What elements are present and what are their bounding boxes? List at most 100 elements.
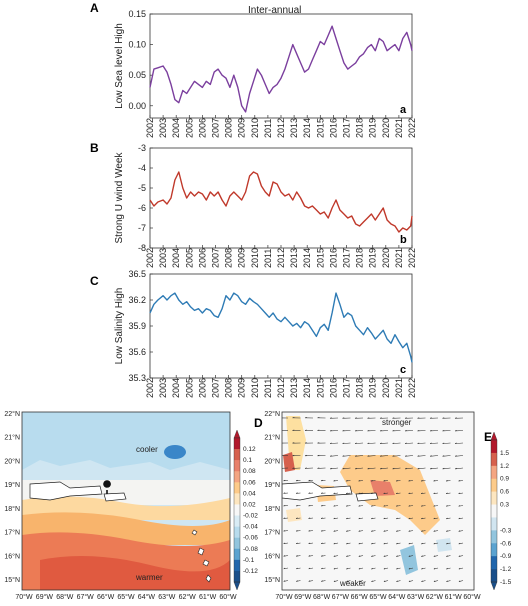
wind-vector-head — [296, 580, 298, 582]
y-tick-label: 36.2 — [128, 295, 146, 305]
wind-vector-head — [383, 492, 386, 494]
lon-label: 61°W — [199, 593, 217, 601]
wind-vector-head — [421, 580, 423, 582]
y-tick-label: 35.9 — [128, 321, 146, 331]
wind-vector — [367, 455, 376, 457]
wind-vector — [430, 455, 439, 457]
wind-vector-head — [295, 479, 298, 482]
colorbar-label: 1.5 — [500, 450, 509, 457]
wind-vector-head — [283, 580, 286, 582]
wind-vector-head — [417, 442, 420, 444]
x-tick-label: 2012 — [276, 248, 286, 268]
wind-vector-head — [367, 442, 370, 444]
colorbar-swatch — [234, 526, 240, 538]
wind-vector-head — [358, 530, 361, 532]
wind-vector-head — [442, 442, 445, 444]
wind-vector-head — [317, 429, 320, 431]
wind-vector-head — [458, 492, 461, 494]
wind-vector-head — [383, 530, 386, 532]
wind-vector — [380, 467, 389, 470]
wind-vector-head — [358, 492, 361, 494]
lat-label: 15°N — [264, 576, 280, 584]
x-tick-label: 2017 — [342, 248, 352, 268]
wind-vector — [367, 442, 376, 444]
panel-letter-d: D — [254, 416, 263, 430]
wind-vector-head — [317, 454, 320, 457]
wind-vector-head — [458, 555, 461, 557]
series-line-b — [149, 171, 413, 233]
wind-vector-head — [458, 542, 461, 545]
y-tick-label: -4 — [138, 163, 146, 173]
wind-vector-head — [408, 567, 411, 570]
colorbar-label: 0.08 — [243, 468, 256, 475]
colorbar-bottom-arrow — [233, 581, 241, 591]
colorbar-swatch — [491, 504, 497, 518]
wind-vector-head — [342, 430, 345, 432]
wind-vector-head — [458, 505, 461, 507]
x-tick-label: 2004 — [171, 378, 181, 398]
x-tick-label: 2011 — [263, 249, 273, 268]
y-tick-label: -6 — [138, 203, 146, 213]
wind-vector-head — [404, 442, 407, 444]
colorbar-label: -0.04 — [243, 524, 258, 531]
wind-vector — [442, 455, 451, 457]
wind-vector-head — [408, 530, 411, 532]
wind-vector — [342, 467, 351, 470]
x-tick-label: 2013 — [289, 118, 299, 138]
colorbar-label: -1.5 — [500, 579, 512, 586]
map-e-frame — [281, 411, 475, 591]
wind-vector-head — [321, 567, 323, 570]
wind-vector-head — [354, 430, 357, 432]
wind-vector-head — [367, 467, 370, 470]
wind-vector-head — [421, 555, 423, 557]
wind-vector-head — [308, 479, 311, 482]
map-d-warm-band-4 — [40, 556, 230, 590]
wind-vector-head — [395, 480, 398, 482]
wind-vector-head — [433, 580, 436, 582]
wind-vector-head — [358, 555, 361, 557]
x-tick-label: 2003 — [158, 248, 168, 268]
colorbar-frame — [490, 439, 498, 583]
colorbar-label: -0.6 — [500, 540, 512, 547]
x-tick-label: 2009 — [237, 378, 247, 398]
x-tick-label: 2010 — [250, 118, 260, 138]
wind-vector-head — [296, 542, 298, 544]
wind-vector-head — [283, 567, 286, 570]
x-tick-label: 2010 — [250, 248, 260, 268]
y-axis-label-a: Low Sea level High — [114, 23, 125, 109]
plot-frame-c — [149, 273, 413, 379]
wind-vector-head — [367, 417, 370, 419]
wind-vector — [442, 467, 451, 470]
x-tick-label: 2010 — [250, 378, 260, 398]
wind-vector-head — [396, 555, 398, 557]
colorbar-bottom-arrow — [490, 581, 498, 591]
wind-vector-head — [454, 417, 457, 419]
lat-label: 18°N — [264, 505, 280, 513]
x-tick-label: 2021 — [394, 248, 404, 268]
x-tick-label: 2014 — [302, 118, 312, 138]
wind-vector — [455, 467, 464, 470]
wind-vector-head — [280, 455, 282, 456]
wind-vector-head — [333, 480, 336, 482]
x-tick-label: 2006 — [197, 378, 207, 398]
wind-vector-head — [292, 417, 295, 419]
wind-vector-head — [408, 580, 411, 582]
wind-vector-head — [420, 492, 423, 494]
lat-label: 19°N — [264, 481, 280, 489]
wind-vector-head — [358, 505, 361, 507]
wind-vector-head — [433, 567, 436, 570]
colorbar-swatch — [234, 515, 240, 527]
x-tick-label: 2022 — [407, 118, 417, 138]
wind-vector-head — [320, 479, 323, 482]
colorbar-label: -1.2 — [500, 566, 512, 573]
map-d-cold-spot — [164, 445, 186, 459]
wind-vector-head — [383, 555, 386, 557]
panel-a-sea-level: A 0.15 0.10 0.05 0.00 2002 2003 2004 2005 2006 20… — [90, 1, 417, 138]
wind-vector-head — [317, 442, 320, 444]
wind-vector-head — [308, 504, 311, 507]
wind-vector-head — [445, 480, 448, 482]
wind-vector-head — [396, 530, 398, 532]
wind-vector-head — [442, 455, 445, 457]
wind-vector-head — [417, 430, 420, 432]
wind-vector — [355, 467, 364, 470]
